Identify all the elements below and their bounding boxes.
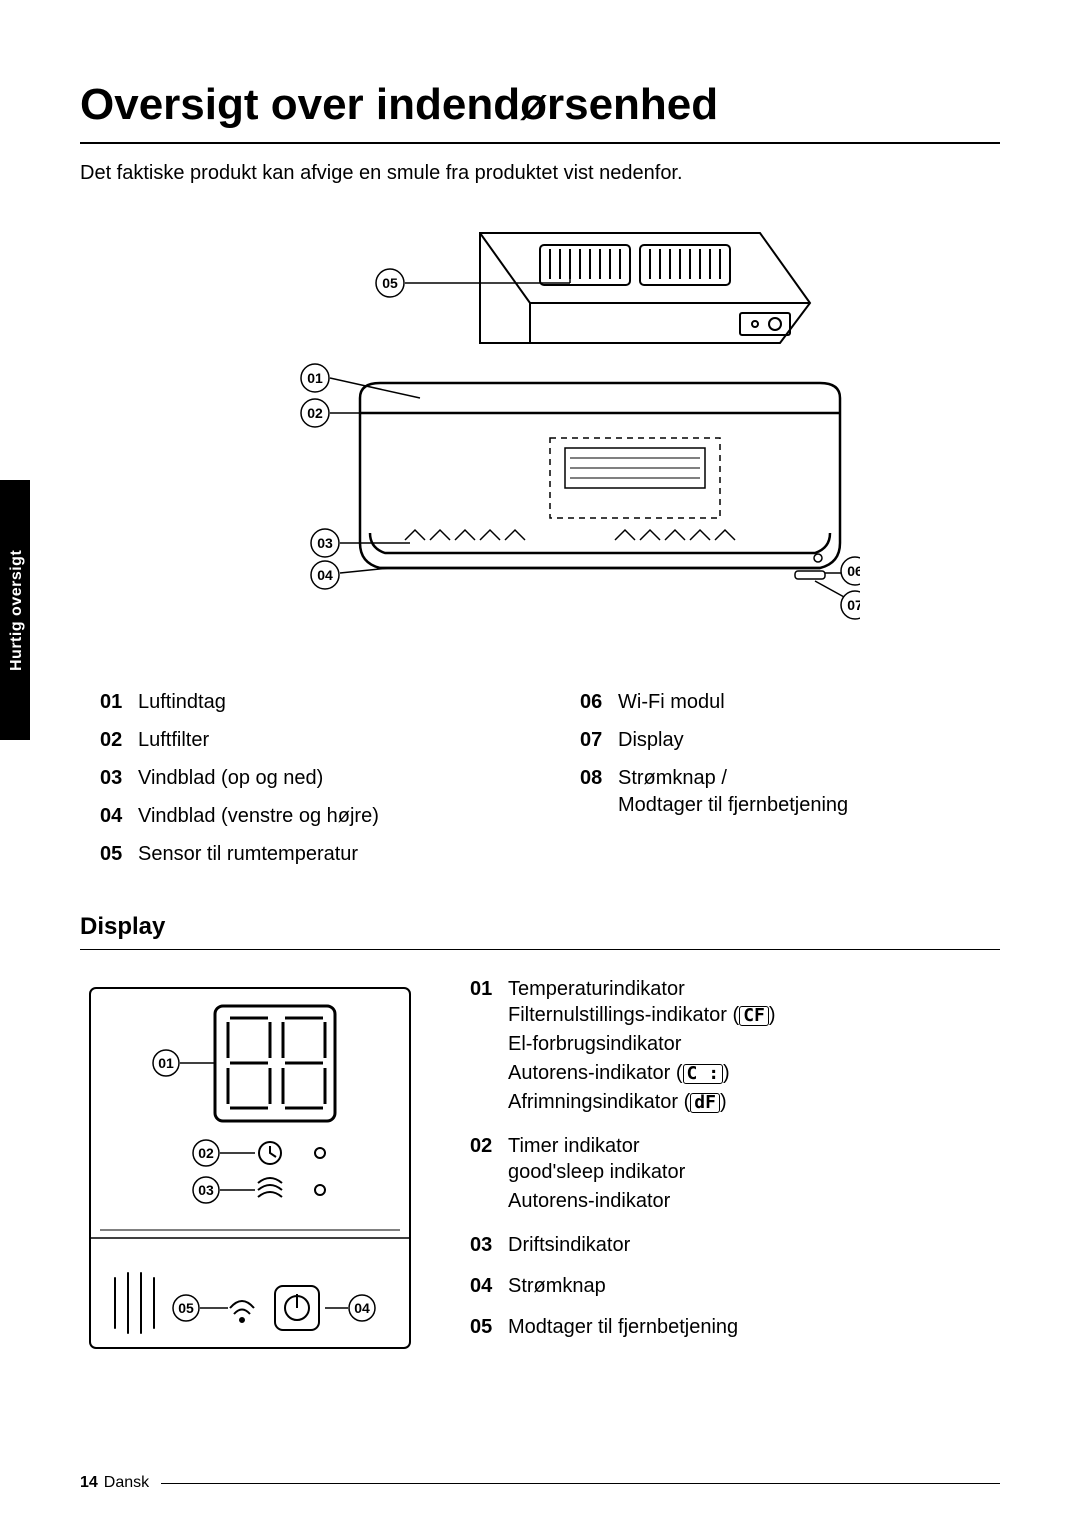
legend-num: 01 <box>470 978 498 1001</box>
unit-legend: 01Luftindtag 02Luftfilter 03Vindblad (op… <box>80 683 1000 873</box>
side-tab-label: Hurtig oversigt <box>2 480 32 740</box>
legend-text: Temperaturindikator <box>508 978 685 1001</box>
legend-item: 03Vindblad (op og ned) <box>100 759 520 797</box>
legend-item: 04Vindblad (venstre og højre) <box>100 797 520 835</box>
display-callout-03: 03 <box>198 1182 214 1198</box>
legend-subtext: El-forbrugsindikator <box>508 1030 1000 1059</box>
display-legend-item: 02 Timer indikatorgood'sleep indikatorAut… <box>470 1135 1000 1216</box>
legend-text: Modtager til fjernbetjening <box>508 1316 738 1339</box>
legend-subtext: good'sleep indikator <box>508 1158 1000 1187</box>
indicator-code: C : <box>683 1064 724 1084</box>
legend-item: 06Wi-Fi modul <box>580 683 1000 721</box>
legend-num: 04 <box>470 1275 498 1298</box>
legend-num: 03 <box>470 1234 498 1257</box>
legend-subtext: Afrimningsindikator (dF) <box>508 1088 1000 1117</box>
intro-text: Det faktiske produkt kan afvige en smule… <box>80 162 1000 185</box>
unit-callout-03: 03 <box>317 535 333 551</box>
display-diagram: 01 02 03 04 05 <box>80 978 420 1358</box>
display-callout-01: 01 <box>158 1055 174 1071</box>
legend-item: 05Sensor til rumtemperatur <box>100 835 520 873</box>
legend-subtext: Autorens-indikator (C :) <box>508 1059 1000 1088</box>
legend-item-cont: Modtager til fjernbetjening <box>618 791 1000 819</box>
display-rule <box>80 949 1000 950</box>
footer-page-number: 14 <box>80 1474 98 1492</box>
unit-legend-left: 01Luftindtag 02Luftfilter 03Vindblad (op… <box>100 683 520 873</box>
unit-callout-02: 02 <box>307 405 323 421</box>
unit-legend-right: 06Wi-Fi modul 07Display 08Strømknap / Mo… <box>580 683 1000 873</box>
display-legend: 01 TemperaturindikatorFilternulstillings-… <box>470 978 1000 1357</box>
legend-subtext: Autorens-indikator <box>508 1187 1000 1216</box>
indicator-code: dF <box>690 1093 720 1113</box>
display-legend-item: 03 Driftsindikator <box>470 1234 1000 1257</box>
display-heading: Display <box>80 913 1000 941</box>
page-title: Oversigt over indendørsenhed <box>80 80 1000 130</box>
unit-callout-05: 05 <box>382 275 398 291</box>
display-callout-02: 02 <box>198 1145 214 1161</box>
legend-num: 05 <box>470 1316 498 1339</box>
display-legend-item: 01 TemperaturindikatorFilternulstillings-… <box>470 978 1000 1117</box>
display-callout-04: 04 <box>354 1300 370 1316</box>
legend-item: 07Display <box>580 721 1000 759</box>
legend-text: Strømknap <box>508 1275 606 1298</box>
page-footer: 14 Dansk <box>80 1474 1000 1492</box>
legend-subtext: Filternulstillings-indikator (CF) <box>508 1001 1000 1030</box>
legend-item: 02Luftfilter <box>100 721 520 759</box>
legend-num: 02 <box>470 1135 498 1158</box>
unit-callout-04: 04 <box>317 567 333 583</box>
unit-diagram: 05 01 02 03 04 06 07 <box>80 213 1000 653</box>
display-callout-05: 05 <box>178 1300 194 1316</box>
unit-callout-06: 06 <box>847 563 860 579</box>
legend-item: 01Luftindtag <box>100 683 520 721</box>
unit-callout-01: 01 <box>307 370 323 386</box>
display-legend-item: 04 Strømknap <box>470 1275 1000 1298</box>
footer-rule <box>161 1483 1000 1484</box>
title-rule <box>80 142 1000 144</box>
unit-callout-07: 07 <box>847 597 860 613</box>
legend-text: Driftsindikator <box>508 1234 630 1257</box>
legend-text: Timer indikator <box>508 1135 640 1158</box>
indicator-code: CF <box>739 1006 769 1026</box>
display-legend-item: 05 Modtager til fjernbetjening <box>470 1316 1000 1339</box>
footer-language: Dansk <box>104 1474 149 1492</box>
